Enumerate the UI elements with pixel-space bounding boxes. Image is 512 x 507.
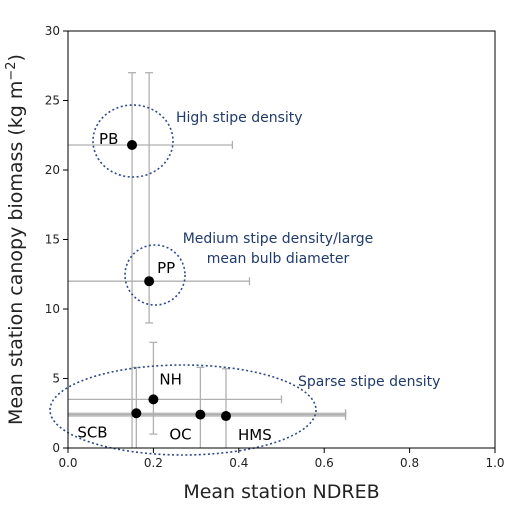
data-point: [144, 276, 155, 287]
point-label: NH: [159, 370, 182, 388]
y-axis-title: Mean station canopy biomass (kg m−2): [4, 54, 27, 425]
y-tick-label: 10: [45, 302, 60, 316]
group-ellipse: [92, 104, 174, 178]
y-tick-label: 5: [52, 372, 60, 386]
y-tick-label: 25: [45, 94, 60, 108]
point-labels: PB PP NH SCB OC HMS: [77, 130, 271, 444]
data-point: [195, 409, 206, 420]
x-axis-title: Mean station NDREB: [183, 481, 379, 503]
group-ellipses: [49, 104, 317, 456]
point-label: OC: [169, 426, 191, 444]
group-labels: High stipe density Medium stipe density/l…: [176, 110, 440, 390]
y-tick-label: 0: [52, 441, 60, 455]
y-tick-label: 15: [45, 233, 60, 247]
y-axis-ticks: 0 5 10 15 20 25 30: [45, 24, 68, 455]
x-axis-ticks: 0.0 0.2 0.4 0.6 0.8 1.0: [58, 448, 505, 470]
x-tick-label: 0.8: [400, 456, 419, 470]
point-label: PP: [157, 259, 175, 277]
group-ellipse: [124, 244, 186, 306]
y-axis-title-close: ): [5, 54, 27, 61]
group-label: Medium stipe density/large: [183, 231, 374, 247]
x-tick-label: 0.6: [315, 456, 334, 470]
point-label: SCB: [77, 423, 107, 441]
y-tick-label: 30: [45, 24, 60, 38]
x-tick-label: 0.0: [58, 456, 77, 470]
x-tick-label: 1.0: [485, 456, 504, 470]
data-points: [127, 139, 231, 422]
group-label: Sparse stipe density: [298, 374, 440, 390]
group-label: High stipe density: [176, 110, 303, 126]
group-label: mean bulb diameter: [207, 251, 350, 267]
group-ellipse: [49, 364, 317, 456]
data-point: [131, 408, 142, 419]
y-tick-label: 20: [45, 163, 60, 177]
x-tick-label: 0.4: [229, 456, 248, 470]
data-point: [148, 394, 159, 405]
x-tick-label: 0.2: [144, 456, 163, 470]
data-point: [127, 139, 138, 150]
point-label: PB: [99, 130, 118, 148]
y-axis-title-main: Mean station canopy biomass (kg m: [5, 81, 27, 425]
data-point: [220, 411, 231, 422]
point-label: HMS: [238, 426, 272, 444]
y-axis-title-sup: −2: [4, 61, 19, 80]
